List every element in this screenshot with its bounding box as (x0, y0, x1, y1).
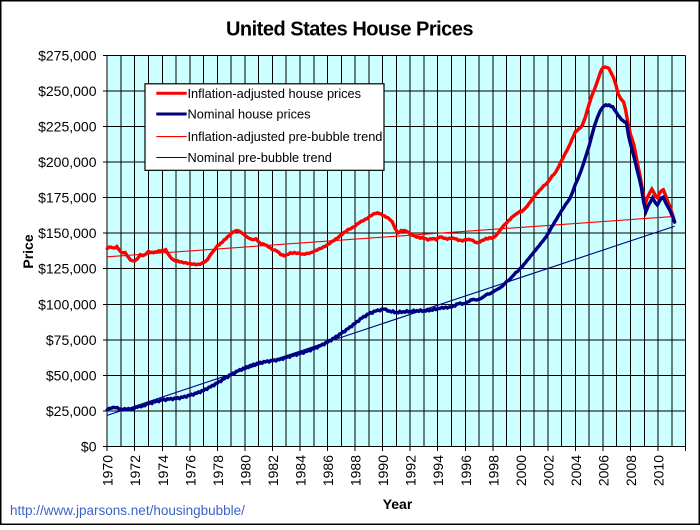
svg-text:United States House Prices: United States House Prices (226, 19, 473, 41)
svg-text:$125,000: $125,000 (38, 261, 97, 277)
svg-text:2004: 2004 (568, 455, 584, 486)
svg-text:$75,000: $75,000 (46, 332, 97, 348)
svg-text:Price: Price (20, 234, 36, 268)
svg-text:2002: 2002 (540, 455, 556, 486)
svg-text:2010: 2010 (651, 455, 667, 486)
svg-text:1988: 1988 (348, 455, 364, 486)
svg-text:$200,000: $200,000 (38, 154, 97, 170)
svg-text:1984: 1984 (293, 455, 309, 486)
svg-text:$250,000: $250,000 (38, 83, 97, 99)
svg-text:Nominal house prices: Nominal house prices (188, 107, 311, 122)
svg-text:1996: 1996 (458, 455, 474, 486)
svg-text:1986: 1986 (320, 455, 336, 486)
svg-text:Inflation-adjusted pre-bubble: Inflation-adjusted pre-bubble trend (188, 129, 383, 144)
svg-text:$25,000: $25,000 (46, 403, 97, 419)
svg-text:2006: 2006 (595, 455, 611, 486)
svg-text:Nominal pre-bubble trend: Nominal pre-bubble trend (188, 150, 332, 165)
svg-text:1994: 1994 (430, 455, 446, 486)
svg-text:1980: 1980 (237, 455, 253, 486)
svg-text:Year: Year (383, 496, 413, 512)
svg-text:$175,000: $175,000 (38, 190, 97, 206)
svg-text:1972: 1972 (127, 455, 143, 486)
svg-text:2008: 2008 (623, 455, 639, 486)
svg-text:2000: 2000 (513, 455, 529, 486)
svg-text:1978: 1978 (210, 455, 226, 486)
svg-text:$50,000: $50,000 (46, 367, 97, 383)
svg-text:1974: 1974 (155, 455, 171, 486)
svg-text:1992: 1992 (403, 455, 419, 486)
svg-text:1998: 1998 (485, 455, 501, 486)
svg-text:$100,000: $100,000 (38, 296, 97, 312)
svg-text:1982: 1982 (265, 455, 281, 486)
svg-text:http://www.jparsons.net/housin: http://www.jparsons.net/housingbubble/ (10, 503, 245, 518)
svg-text:1990: 1990 (375, 455, 391, 486)
svg-text:$275,000: $275,000 (38, 48, 97, 64)
svg-text:$225,000: $225,000 (38, 119, 97, 135)
svg-text:$150,000: $150,000 (38, 225, 97, 241)
svg-text:Inflation-adjusted house price: Inflation-adjusted house prices (188, 86, 362, 101)
svg-text:1970: 1970 (100, 455, 116, 486)
svg-text:$0: $0 (81, 438, 97, 454)
svg-text:1976: 1976 (182, 455, 198, 486)
